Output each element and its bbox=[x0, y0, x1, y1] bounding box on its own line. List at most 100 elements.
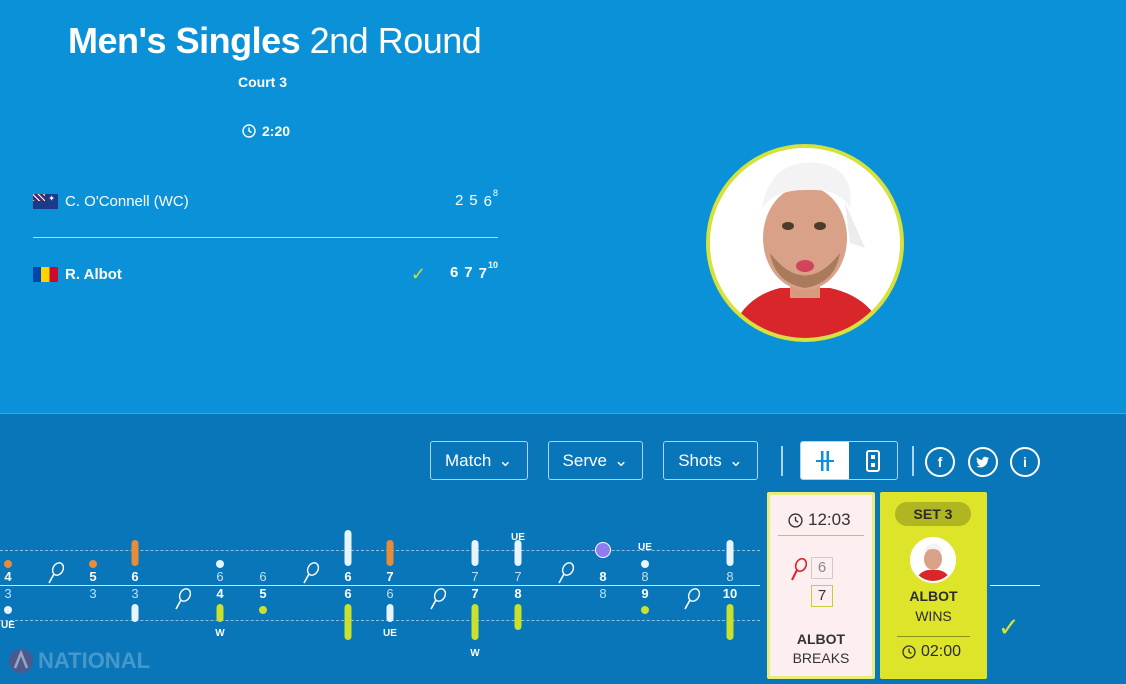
vertical-view-button[interactable] bbox=[849, 442, 897, 479]
score-bottom: 4 bbox=[216, 586, 224, 601]
score-bottom: 5 bbox=[259, 586, 267, 601]
set-score: 2 bbox=[454, 192, 464, 209]
racket-icon bbox=[430, 588, 447, 610]
point-marker bbox=[386, 540, 394, 566]
baseline bbox=[990, 585, 1040, 586]
set-win-card[interactable]: SET 3 ALBOT WINS 02:00 bbox=[880, 492, 987, 679]
match-duration: 2:20 bbox=[242, 123, 290, 139]
point-marker bbox=[131, 604, 139, 622]
view-toggle bbox=[800, 441, 898, 480]
point-marker bbox=[259, 606, 267, 614]
set-score: 7 bbox=[464, 263, 473, 281]
point-marker bbox=[726, 604, 734, 640]
match-complete-check-icon: ✓ bbox=[998, 612, 1020, 642]
horizontal-view-button[interactable] bbox=[801, 442, 849, 479]
score-bottom: 9 bbox=[641, 586, 649, 601]
divider bbox=[33, 237, 498, 238]
info-icon[interactable]: i bbox=[1010, 447, 1040, 477]
baseline bbox=[0, 585, 760, 586]
point-marker bbox=[514, 540, 522, 566]
score-top: 6 bbox=[259, 569, 267, 584]
point-marker bbox=[131, 540, 139, 566]
score-top: 5 bbox=[89, 569, 97, 584]
score-bottom: 6 bbox=[386, 586, 394, 601]
point-tag: W bbox=[215, 628, 225, 639]
point-tag: UE bbox=[638, 542, 652, 553]
racket-icon bbox=[684, 588, 701, 610]
point-marker bbox=[344, 604, 352, 640]
player-name[interactable]: R. Albot bbox=[65, 265, 122, 283]
point-marker bbox=[471, 604, 479, 640]
timeline-vertical-icon bbox=[866, 449, 880, 472]
chevron-down-icon: ⌄ bbox=[613, 450, 629, 470]
break-event-card[interactable]: 12:03 6 7 ALBOT BREAKS bbox=[767, 492, 875, 679]
event-type: BREAKS bbox=[792, 650, 850, 666]
event-type: WINS bbox=[915, 608, 952, 624]
racket-icon bbox=[175, 588, 192, 610]
score-top: 7 bbox=[386, 569, 394, 584]
set-score: 710 bbox=[478, 259, 498, 282]
chevron-down-icon: ⌄ bbox=[728, 450, 743, 470]
score-bottom: 7 bbox=[471, 586, 479, 601]
point-marker bbox=[641, 606, 649, 614]
tiebreak-score: 10 bbox=[487, 259, 498, 270]
player-portrait bbox=[706, 144, 904, 342]
shots-dropdown[interactable]: Shots ⌄ bbox=[663, 441, 758, 480]
divider bbox=[897, 636, 970, 637]
event-player: ALBOT bbox=[909, 588, 958, 604]
score-bottom: 6 bbox=[344, 586, 352, 601]
score-top: 8 bbox=[726, 569, 734, 584]
score-box: 6 bbox=[811, 557, 833, 579]
filter-bar: Match ⌄ Serve ⌄ Shots ⌄ bbox=[430, 441, 758, 480]
point-marker bbox=[386, 604, 394, 622]
serve-dropdown[interactable]: Serve ⌄ bbox=[547, 441, 644, 480]
point-marker bbox=[514, 604, 522, 630]
player-row-albot[interactable]: R. Albot ✓ 6 7 710 bbox=[33, 259, 498, 289]
gridline bbox=[0, 550, 760, 551]
chevron-down-icon: ⌄ bbox=[498, 450, 513, 470]
event-time: 02:00 bbox=[902, 643, 961, 661]
score-box-highlight: 7 bbox=[811, 585, 833, 607]
set-badge: SET 3 bbox=[895, 502, 971, 526]
point-marker bbox=[89, 560, 97, 568]
score-bottom: 3 bbox=[4, 586, 12, 601]
page-title: Men's Singles 2nd Round bbox=[68, 20, 482, 62]
divider bbox=[912, 446, 914, 476]
round-name: 2nd Round bbox=[309, 20, 482, 61]
racket-icon bbox=[48, 562, 65, 584]
player-name[interactable]: C. O'Connell (WC) bbox=[65, 192, 189, 210]
moldova-flag-icon bbox=[33, 266, 58, 282]
point-marker bbox=[726, 540, 734, 566]
tiebreak-score: 8 bbox=[492, 188, 498, 198]
set-score: 6 bbox=[449, 263, 459, 281]
clock-icon bbox=[902, 645, 916, 659]
racket-icon bbox=[303, 562, 320, 584]
avatar bbox=[910, 537, 956, 583]
point-marker bbox=[641, 560, 649, 568]
clock-icon bbox=[242, 124, 256, 138]
score-top: 6 bbox=[216, 569, 224, 584]
match-dropdown[interactable]: Match ⌄ bbox=[430, 441, 528, 480]
set-scores: ✓ 6 7 710 bbox=[411, 259, 498, 285]
score-bottom: 10 bbox=[722, 586, 738, 601]
point-tag: UE bbox=[1, 620, 15, 631]
score-top: 7 bbox=[514, 569, 522, 584]
score-bottom: 3 bbox=[131, 586, 139, 601]
score-top: 8 bbox=[641, 569, 649, 584]
racket-icon bbox=[791, 558, 807, 581]
facebook-icon[interactable]: f bbox=[925, 447, 955, 477]
point-tag: W bbox=[470, 648, 480, 659]
logo-icon bbox=[9, 649, 33, 673]
match-header: Men's Singles 2nd Round Court 3 2:20 C. … bbox=[0, 0, 1126, 413]
player-row-oconnell[interactable]: C. O'Connell (WC) 2 5 68 bbox=[33, 186, 498, 216]
event-time: 12:03 bbox=[788, 510, 851, 530]
score-top: 6 bbox=[344, 569, 352, 584]
twitter-icon[interactable] bbox=[968, 447, 998, 477]
score-bottom: 8 bbox=[599, 586, 607, 601]
score-top: 6 bbox=[131, 569, 139, 584]
divider bbox=[778, 535, 864, 536]
tennis-ball-icon bbox=[595, 542, 611, 558]
point-marker bbox=[216, 560, 224, 568]
set-score: 68 bbox=[483, 188, 498, 210]
watermark-logo: NATIONAL bbox=[8, 648, 150, 674]
